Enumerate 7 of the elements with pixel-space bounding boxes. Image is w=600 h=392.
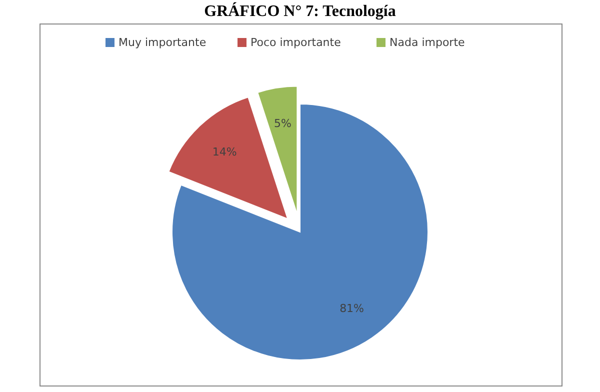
legend-label: Nada importe xyxy=(390,36,466,49)
legend-label: Muy importante xyxy=(118,36,206,49)
data-label: 81% xyxy=(340,302,364,316)
chart-title: GRÁFICO N° 7: Tecnología xyxy=(204,2,396,20)
legend-label: Poco importante xyxy=(250,36,342,49)
data-label: 14% xyxy=(212,146,237,159)
data-label: 5% xyxy=(274,117,292,130)
